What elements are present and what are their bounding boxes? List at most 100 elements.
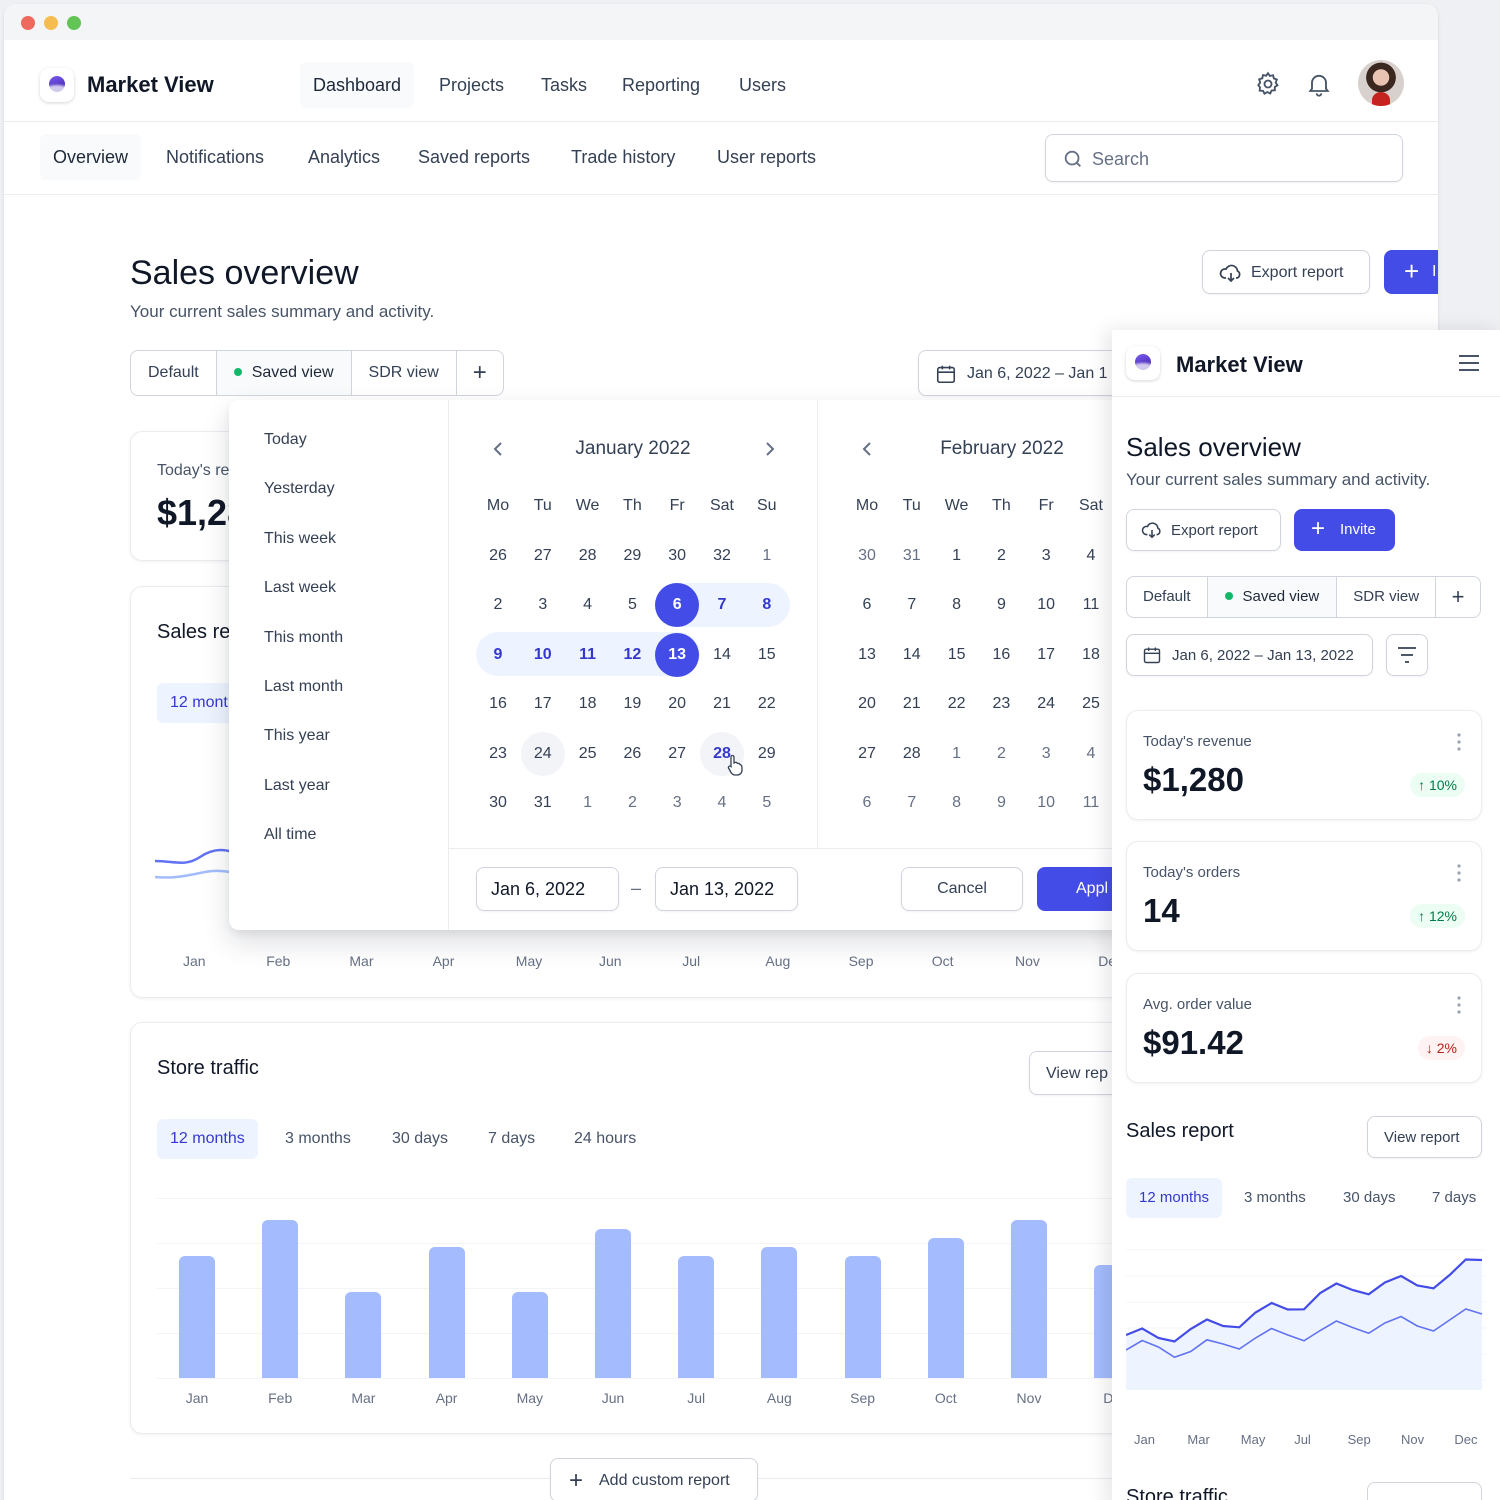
calendar-day[interactable]: 1 bbox=[583, 794, 593, 811]
calendar-day[interactable]: 17 bbox=[533, 695, 552, 713]
preset-option[interactable]: Last week bbox=[264, 579, 337, 597]
calendar-day[interactable]: 30 bbox=[858, 547, 876, 564]
range-12-months[interactable]: 12 months bbox=[157, 1119, 258, 1159]
window-close-dot[interactable] bbox=[21, 16, 35, 30]
calendar-day[interactable]: 30 bbox=[489, 794, 507, 811]
calendar-day[interactable]: 9 bbox=[996, 596, 1006, 614]
calendar-day[interactable]: 16 bbox=[489, 695, 507, 713]
calendar-day[interactable]: 28 bbox=[700, 731, 744, 776]
mobile-view-sdr[interactable]: SDR view bbox=[1337, 577, 1437, 617]
calendar-day[interactable]: 20 bbox=[668, 695, 687, 713]
calendar-day[interactable]: 32 bbox=[713, 547, 731, 564]
calendar-day[interactable]: 23 bbox=[489, 744, 507, 762]
calendar-day[interactable]: 6 bbox=[862, 596, 872, 614]
calendar-day[interactable]: 22 bbox=[947, 695, 966, 713]
preset-option[interactable]: Last year bbox=[264, 776, 330, 794]
mobile-range-30-days[interactable]: 30 days bbox=[1343, 1189, 1396, 1206]
view-default[interactable]: Default bbox=[131, 351, 217, 395]
mobile-range-7-days[interactable]: 7 days bbox=[1432, 1189, 1477, 1206]
calendar-day[interactable]: 9 bbox=[996, 794, 1006, 811]
calendar-day[interactable]: 3 bbox=[672, 794, 682, 811]
mobile-view-default[interactable]: Default bbox=[1127, 577, 1208, 617]
calendar-day[interactable]: 15 bbox=[757, 645, 776, 663]
tab-saved-reports[interactable]: Saved reports bbox=[418, 147, 531, 167]
calendar-day[interactable]: 10 bbox=[1037, 794, 1056, 811]
calendar-day[interactable]: 25 bbox=[1082, 695, 1100, 713]
window-minimize-dot[interactable] bbox=[44, 16, 58, 30]
export-report-button[interactable]: Export report bbox=[1202, 250, 1370, 294]
calendar-day[interactable]: 6 bbox=[862, 794, 872, 811]
preset-option[interactable]: Today bbox=[264, 431, 307, 448]
calendar-day[interactable]: 28 bbox=[578, 547, 597, 564]
calendar-day[interactable]: 1 bbox=[952, 744, 962, 762]
preset-option[interactable]: This week bbox=[264, 529, 337, 547]
menu-hamburger-icon[interactable] bbox=[1458, 354, 1480, 377]
calendar-day[interactable]: 22 bbox=[757, 695, 776, 713]
view-saved[interactable]: Saved view bbox=[216, 351, 352, 395]
calendar-day[interactable]: 9 bbox=[493, 645, 503, 663]
calendar-day[interactable]: 6 bbox=[655, 583, 700, 628]
tab-notifications[interactable]: Notifications bbox=[166, 147, 265, 167]
range-3-months[interactable]: 3 months bbox=[285, 1130, 351, 1147]
calendar-day[interactable]: 27 bbox=[858, 744, 876, 762]
mobile-store-traffic-button[interactable] bbox=[1367, 1482, 1482, 1500]
calendar-day[interactable]: 25 bbox=[578, 744, 597, 762]
calendar-day[interactable]: 27 bbox=[533, 547, 552, 564]
search-input[interactable]: Search bbox=[1045, 134, 1403, 182]
calendar-day[interactable]: 3 bbox=[1041, 547, 1051, 564]
mobile-range-12-months[interactable]: 12 months bbox=[1126, 1178, 1223, 1218]
calendar-day[interactable]: 10 bbox=[1037, 596, 1056, 614]
mobile-view-report-button[interactable]: View report bbox=[1367, 1116, 1482, 1158]
calendar-day[interactable]: 29 bbox=[757, 744, 776, 762]
prev-month-chevron-left-icon[interactable] bbox=[489, 439, 509, 459]
view-sdr[interactable]: SDR view bbox=[352, 351, 457, 395]
calendar-day[interactable]: 11 bbox=[1082, 794, 1100, 811]
calendar-day[interactable]: 24 bbox=[1037, 695, 1056, 713]
calendar-day[interactable]: 4 bbox=[717, 794, 727, 811]
calendar-day[interactable]: 4 bbox=[583, 596, 593, 614]
calendar-day[interactable]: 18 bbox=[1082, 645, 1100, 663]
calendar-day[interactable]: 26 bbox=[489, 547, 507, 564]
calendar-day[interactable]: 8 bbox=[952, 794, 962, 811]
prev-month-chevron-left-icon[interactable] bbox=[858, 439, 878, 459]
calendar-day[interactable]: 28 bbox=[902, 744, 921, 762]
start-date-input[interactable]: Jan 6, 2022 bbox=[476, 867, 619, 911]
range-30-days[interactable]: 30 days bbox=[392, 1130, 449, 1147]
nav-reporting[interactable]: Reporting bbox=[622, 75, 701, 95]
tab-trade-history[interactable]: Trade history bbox=[571, 147, 676, 167]
calendar-day[interactable]: 21 bbox=[713, 695, 731, 713]
tab-analytics[interactable]: Analytics bbox=[308, 147, 381, 167]
end-date-input[interactable]: Jan 13, 2022 bbox=[655, 867, 798, 911]
user-avatar[interactable] bbox=[1358, 60, 1404, 106]
calendar-day[interactable]: 7 bbox=[907, 794, 917, 811]
range-24-hours[interactable]: 24 hours bbox=[574, 1130, 637, 1147]
more-vertical-icon[interactable] bbox=[1457, 733, 1461, 751]
range-7-days[interactable]: 7 days bbox=[488, 1130, 536, 1147]
mobile-invite-button[interactable]: + Invite bbox=[1294, 509, 1395, 551]
calendar-day[interactable]: 1 bbox=[762, 547, 772, 564]
calendar-day[interactable]: 2 bbox=[996, 744, 1006, 762]
calendar-day[interactable]: 21 bbox=[902, 695, 921, 713]
calendar-day[interactable]: 31 bbox=[533, 794, 552, 811]
calendar-day[interactable]: 3 bbox=[1041, 744, 1051, 762]
sales-range-12-months[interactable]: 12 mont bbox=[157, 683, 241, 723]
nav-users[interactable]: Users bbox=[739, 75, 787, 95]
more-vertical-icon[interactable] bbox=[1457, 864, 1461, 882]
calendar-day[interactable]: 17 bbox=[1037, 645, 1056, 663]
add-view-plus-icon[interactable]: + bbox=[472, 359, 487, 386]
calendar-day[interactable]: 16 bbox=[992, 645, 1011, 663]
calendar-day[interactable]: 20 bbox=[858, 695, 876, 713]
tab-overview[interactable]: Overview bbox=[40, 134, 142, 180]
nav-tasks[interactable]: Tasks bbox=[541, 75, 588, 95]
tab-user-reports[interactable]: User reports bbox=[717, 147, 817, 167]
filter-lines-icon[interactable] bbox=[1386, 634, 1428, 676]
nav-dashboard[interactable]: Dashboard bbox=[300, 62, 415, 108]
calendar-day[interactable]: 23 bbox=[992, 695, 1011, 713]
calendar-day[interactable]: 13 bbox=[858, 645, 876, 663]
more-vertical-icon[interactable] bbox=[1457, 996, 1461, 1014]
calendar-day[interactable]: 13 bbox=[655, 632, 700, 677]
calendar-day[interactable]: 10 bbox=[533, 645, 552, 663]
invite-button[interactable]: + I bbox=[1384, 250, 1438, 294]
nav-projects[interactable]: Projects bbox=[439, 75, 505, 95]
mobile-range-3-months[interactable]: 3 months bbox=[1244, 1189, 1306, 1206]
